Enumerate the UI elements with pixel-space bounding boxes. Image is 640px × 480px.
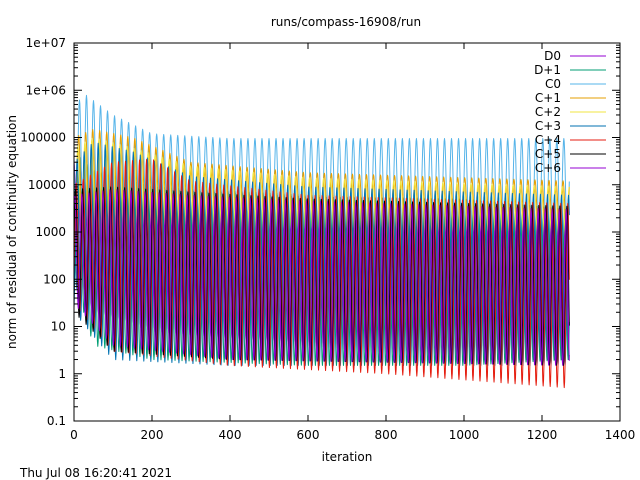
timestamp: Thu Jul 08 16:20:41 2021 [20, 466, 172, 480]
y-tick-label: 1000 [35, 225, 66, 239]
x-tick-label: 1400 [605, 428, 636, 442]
y-tick-label: 1e+07 [26, 36, 66, 50]
x-tick-label: 1200 [527, 428, 558, 442]
y-tick-label: 100 [43, 272, 66, 286]
legend-label: C+1 [535, 91, 561, 105]
legend-label: C0 [545, 77, 561, 91]
x-tick-label: 400 [219, 428, 242, 442]
y-tick-label: 100000 [20, 131, 66, 145]
y-tick-label: 0.1 [47, 414, 66, 428]
x-axis: 0 200 400 600 800 1000 1200 1400 [70, 43, 635, 442]
series-line-cplus6 [73, 189, 570, 366]
y-tick-label: 10000 [28, 178, 66, 192]
y-tick-label: 10 [51, 320, 66, 334]
legend-label: C+6 [535, 161, 561, 175]
legend-label: C+3 [535, 119, 561, 133]
y-axis: 0.1 1 10 100 1000 10000 100000 1e+06 1e+07 [20, 36, 620, 428]
plot-lines [73, 94, 570, 389]
legend-label: D0 [544, 49, 561, 63]
x-tick-label: 800 [375, 428, 398, 442]
chart-title: runs/compass-16908/run [271, 15, 421, 29]
legend-label: C+4 [535, 133, 561, 147]
y-tick-label: 1 [58, 367, 66, 381]
series-line-d0 [73, 162, 570, 361]
x-tick-label: 200 [141, 428, 164, 442]
y-tick-label: 1e+06 [26, 83, 66, 97]
x-tick-label: 600 [297, 428, 320, 442]
x-tick-label: 0 [70, 428, 78, 442]
x-axis-label: iteration [322, 450, 373, 464]
y-axis-label: norm of residual of continuity equation [5, 115, 19, 349]
legend-label: C+2 [535, 105, 561, 119]
x-tick-label: 1000 [449, 428, 480, 442]
legend-label: D+1 [534, 63, 561, 77]
legend-label: C+5 [535, 147, 561, 161]
series-line-cplus5 [73, 186, 570, 366]
